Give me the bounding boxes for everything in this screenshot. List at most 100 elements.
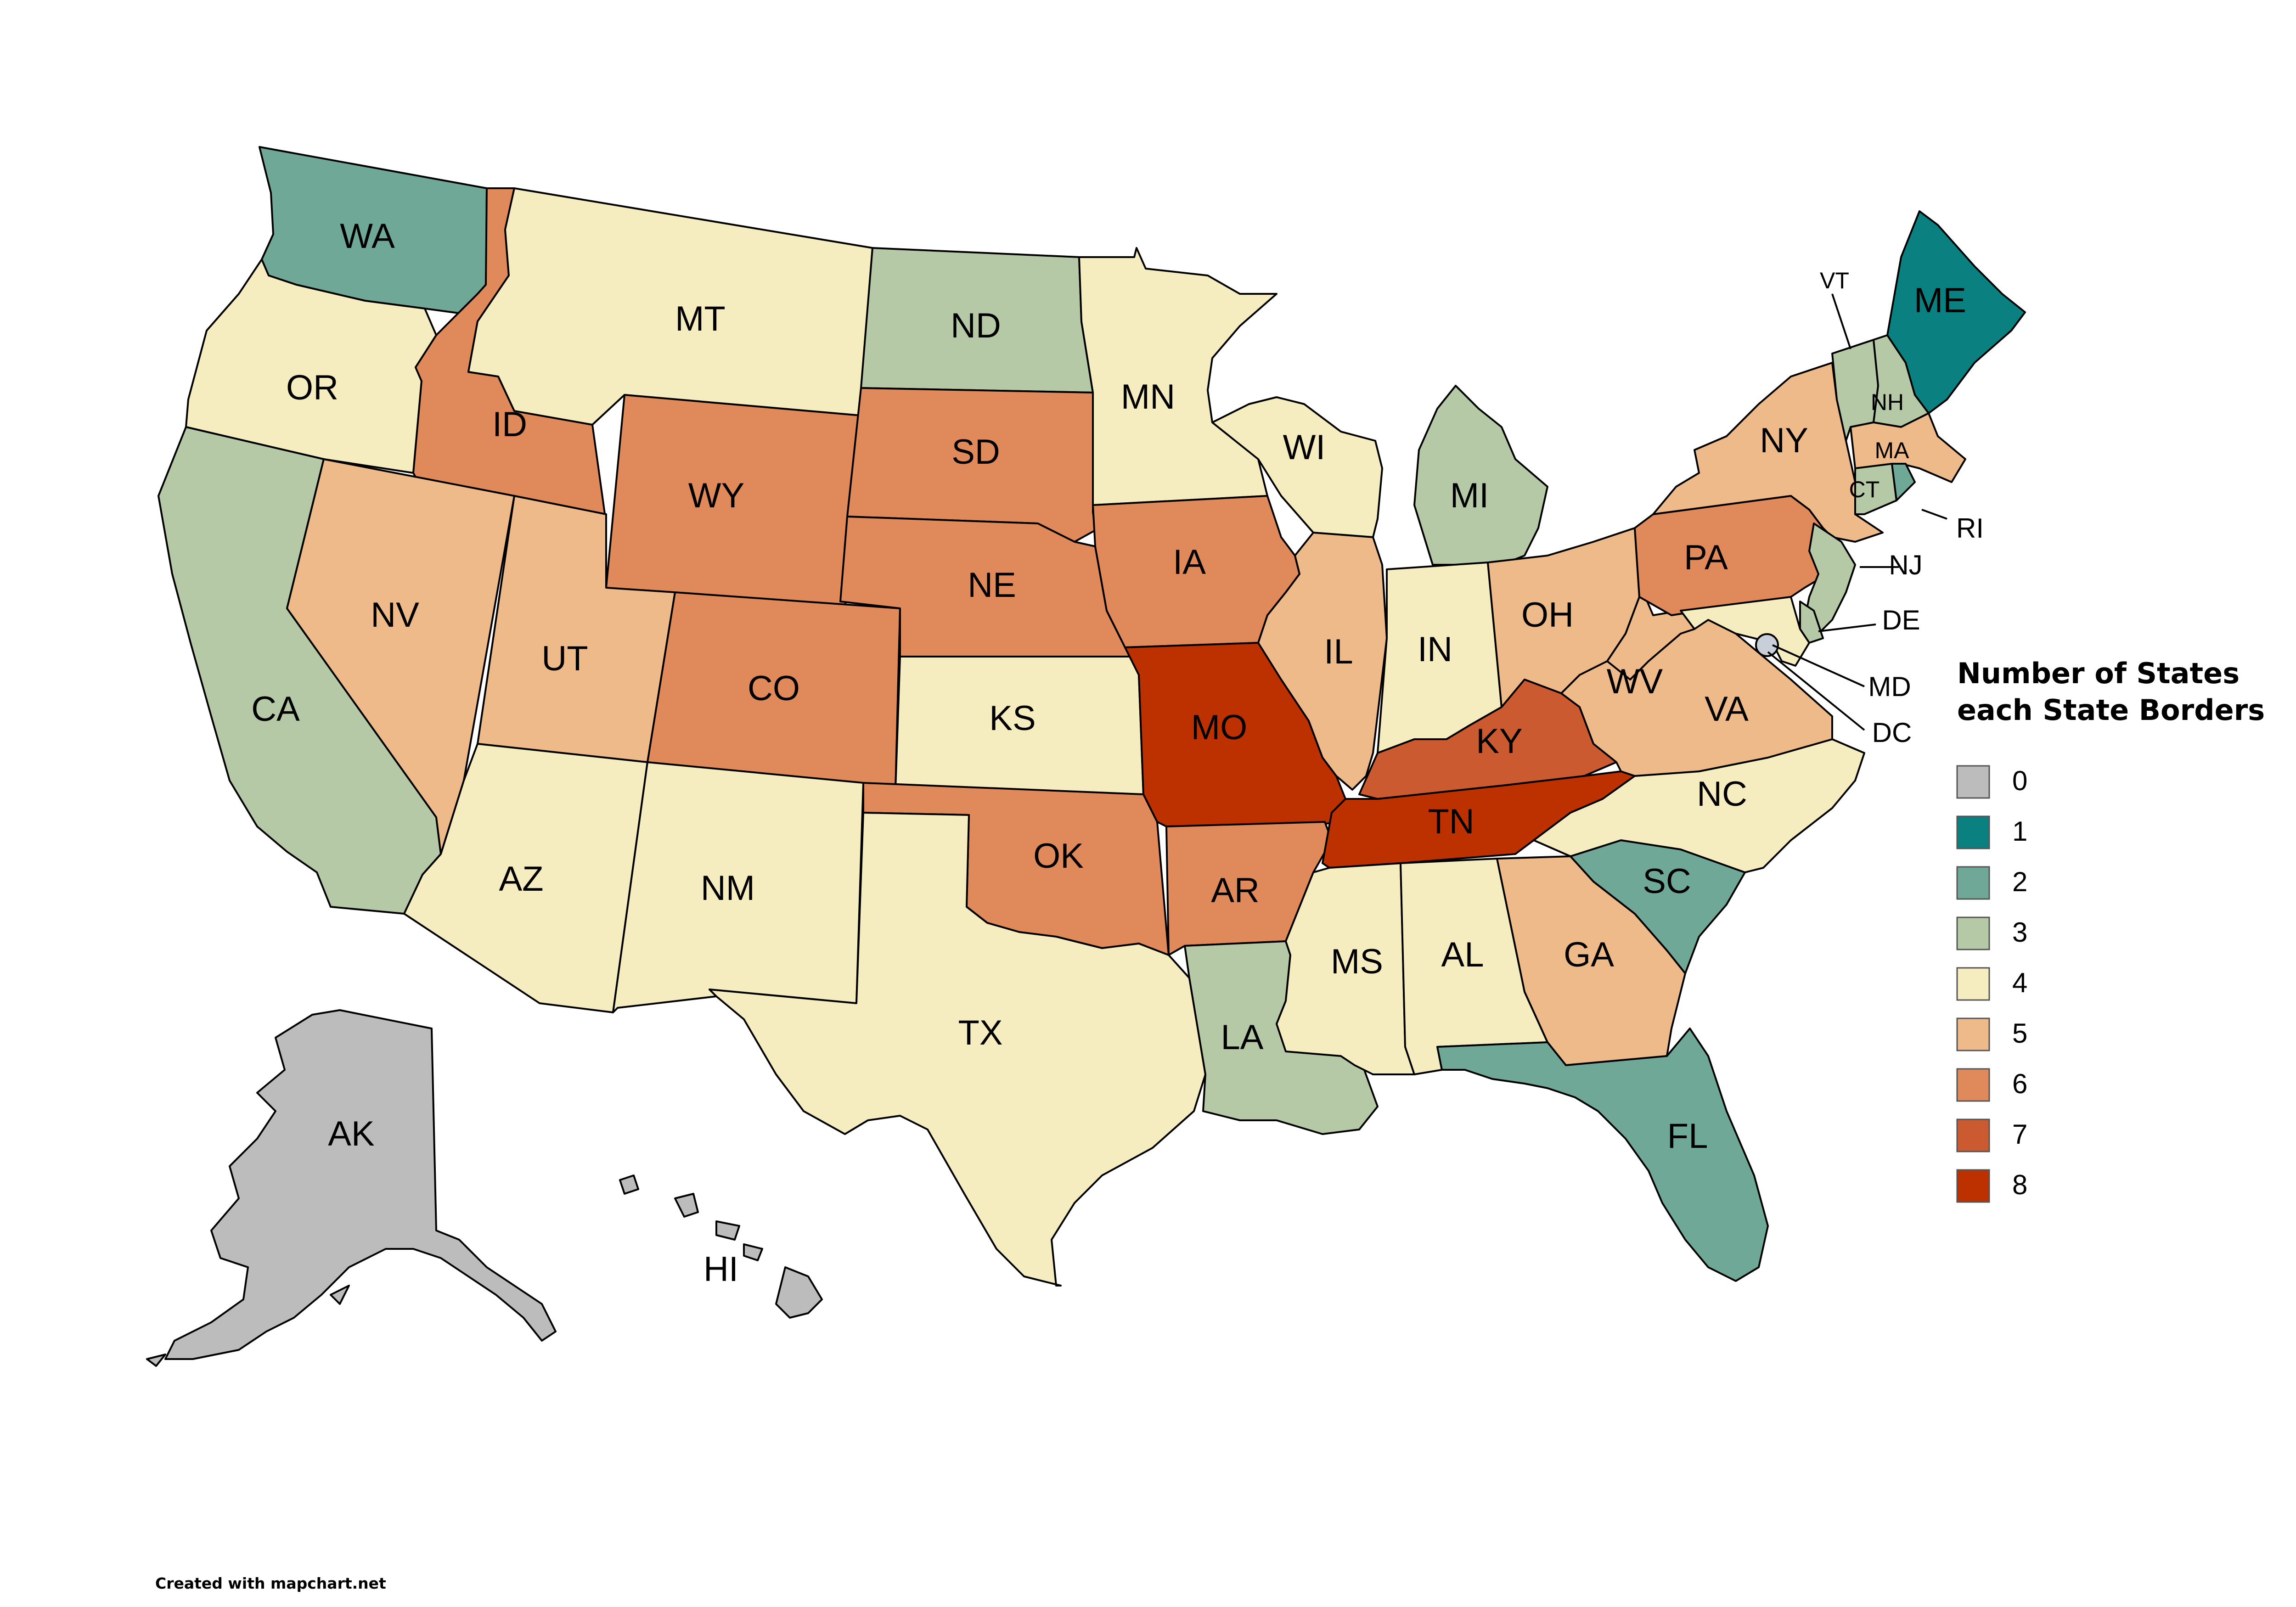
legend-swatch-0 bbox=[1956, 765, 1990, 799]
legend-label-6: 6 bbox=[2012, 1068, 2027, 1099]
state-shape-mn bbox=[1078, 247, 1277, 506]
leader-line-5 bbox=[1767, 651, 1865, 731]
state-shape-ri bbox=[1891, 463, 1916, 501]
state-island-ak-1 bbox=[330, 1285, 350, 1305]
legend-swatch-5 bbox=[1956, 1017, 1990, 1051]
state-label-mt: MT bbox=[675, 299, 726, 338]
legend-items: 0 1 2 3 4 5 6 7 8 bbox=[1956, 765, 2027, 1203]
state-label-mi: MI bbox=[1450, 476, 1489, 515]
state-label-ks: KS bbox=[989, 699, 1035, 738]
labels-layer: WA OR CA ID NV MT WY UT AZ CO NM ND SD NE KS OK TX MN IA MO… bbox=[251, 217, 1984, 1289]
state-label-md: MD bbox=[1868, 671, 1911, 702]
state-label-co: CO bbox=[748, 669, 800, 708]
state-label-ia: IA bbox=[1173, 543, 1206, 582]
state-label-tn: TN bbox=[1428, 802, 1474, 841]
state-mn bbox=[1078, 247, 1277, 506]
state-shape-ct bbox=[1854, 463, 1897, 515]
state-label-vt: VT bbox=[1820, 268, 1849, 293]
legend-title: Number of States each State Borders bbox=[1957, 657, 2265, 727]
legend-swatch-7 bbox=[1956, 1118, 1990, 1152]
state-shape-pa bbox=[1634, 495, 1829, 616]
state-label-ga: GA bbox=[1564, 935, 1614, 974]
leader-line-0 bbox=[1831, 293, 1851, 349]
state-shape-mi bbox=[1413, 385, 1548, 566]
legend-swatch-4 bbox=[1956, 967, 1990, 1001]
legend-label-7: 7 bbox=[2012, 1119, 2027, 1150]
state-ct bbox=[1854, 463, 1897, 515]
state-shape-hi bbox=[775, 1266, 823, 1319]
state-label-va: VA bbox=[1705, 690, 1749, 729]
state-label-al: AL bbox=[1441, 935, 1484, 974]
state-nc bbox=[1533, 738, 1865, 873]
state-shape-mt bbox=[467, 187, 873, 426]
legend-title-line2: each State Borders bbox=[1957, 693, 2265, 727]
state-label-sc: SC bbox=[1643, 862, 1691, 901]
state-shape-wi bbox=[1211, 396, 1383, 538]
state-label-ak: AK bbox=[328, 1114, 374, 1153]
state-island-hi-1 bbox=[619, 1174, 639, 1195]
state-label-ok: OK bbox=[1033, 837, 1084, 876]
state-label-nm: NM bbox=[701, 869, 755, 908]
state-label-oh: OH bbox=[1521, 596, 1574, 635]
state-ri bbox=[1891, 463, 1916, 501]
state-wi bbox=[1211, 396, 1383, 538]
state-shape-nc bbox=[1533, 738, 1865, 873]
state-tx bbox=[709, 812, 1206, 1287]
state-label-wv: WV bbox=[1607, 662, 1663, 701]
state-label-ma: MA bbox=[1875, 438, 1910, 463]
state-label-or: OR bbox=[286, 368, 338, 407]
legend-swatch-8 bbox=[1956, 1169, 1990, 1203]
state-label-de: DE bbox=[1882, 605, 1920, 635]
state-label-ri: RI bbox=[1956, 513, 1984, 544]
state-label-wa: WA bbox=[340, 217, 395, 256]
state-label-dc: DC bbox=[1872, 717, 1912, 748]
state-me bbox=[1886, 210, 2026, 414]
legend-label-3: 3 bbox=[2012, 917, 2027, 948]
state-label-ar: AR bbox=[1211, 871, 1260, 910]
state-label-sd: SD bbox=[951, 433, 1000, 472]
state-label-ct: CT bbox=[1849, 477, 1880, 502]
state-label-az: AZ bbox=[499, 860, 543, 899]
state-label-la: LA bbox=[1221, 1018, 1264, 1057]
state-shape-de bbox=[1799, 601, 1824, 644]
state-label-ny: NY bbox=[1760, 421, 1808, 460]
state-label-nc: NC bbox=[1697, 775, 1747, 814]
state-label-ne: NE bbox=[968, 566, 1016, 605]
state-label-hi: HI bbox=[703, 1250, 738, 1289]
state-shape-fl bbox=[1436, 1028, 1769, 1282]
state-pa bbox=[1634, 495, 1829, 616]
legend-swatch-1 bbox=[1956, 815, 1990, 849]
legend-label-5: 5 bbox=[2012, 1018, 2027, 1049]
state-island-ak-0 bbox=[146, 1354, 166, 1367]
state-mi bbox=[1413, 385, 1548, 566]
legend-label-8: 8 bbox=[2012, 1169, 2027, 1200]
state-hi bbox=[619, 1174, 823, 1319]
legend-swatch-3 bbox=[1956, 916, 1990, 950]
leader-line-1 bbox=[1921, 509, 1947, 520]
state-shape-il bbox=[1257, 532, 1388, 791]
leader-line-4 bbox=[1772, 644, 1865, 687]
legend-swatch-2 bbox=[1956, 866, 1990, 900]
state-label-ms: MS bbox=[1331, 942, 1383, 981]
state-island-hi-3 bbox=[743, 1243, 763, 1261]
credit-text: Created with mapchart.net bbox=[155, 1574, 386, 1592]
state-label-ut: UT bbox=[541, 639, 588, 678]
state-il bbox=[1257, 532, 1388, 791]
state-shape-me bbox=[1886, 210, 2026, 414]
legend-title-line1: Number of States bbox=[1957, 657, 2240, 690]
legend-label-4: 4 bbox=[2012, 967, 2027, 998]
state-label-nd: ND bbox=[951, 306, 1001, 345]
state-label-id: ID bbox=[492, 405, 527, 444]
state-label-mn: MN bbox=[1121, 377, 1175, 416]
state-shape-tx bbox=[709, 812, 1206, 1287]
legend-label-2: 2 bbox=[2012, 866, 2027, 897]
state-de bbox=[1799, 601, 1824, 644]
state-fl bbox=[1436, 1028, 1769, 1282]
state-label-ca: CA bbox=[251, 690, 300, 729]
state-island-hi-0 bbox=[674, 1193, 699, 1218]
state-label-wi: WI bbox=[1283, 428, 1326, 467]
state-label-me: ME bbox=[1914, 281, 1966, 320]
legend: Number of States each State Borders 0 1 2 3… bbox=[1956, 657, 2265, 1203]
state-label-wy: WY bbox=[688, 476, 744, 515]
